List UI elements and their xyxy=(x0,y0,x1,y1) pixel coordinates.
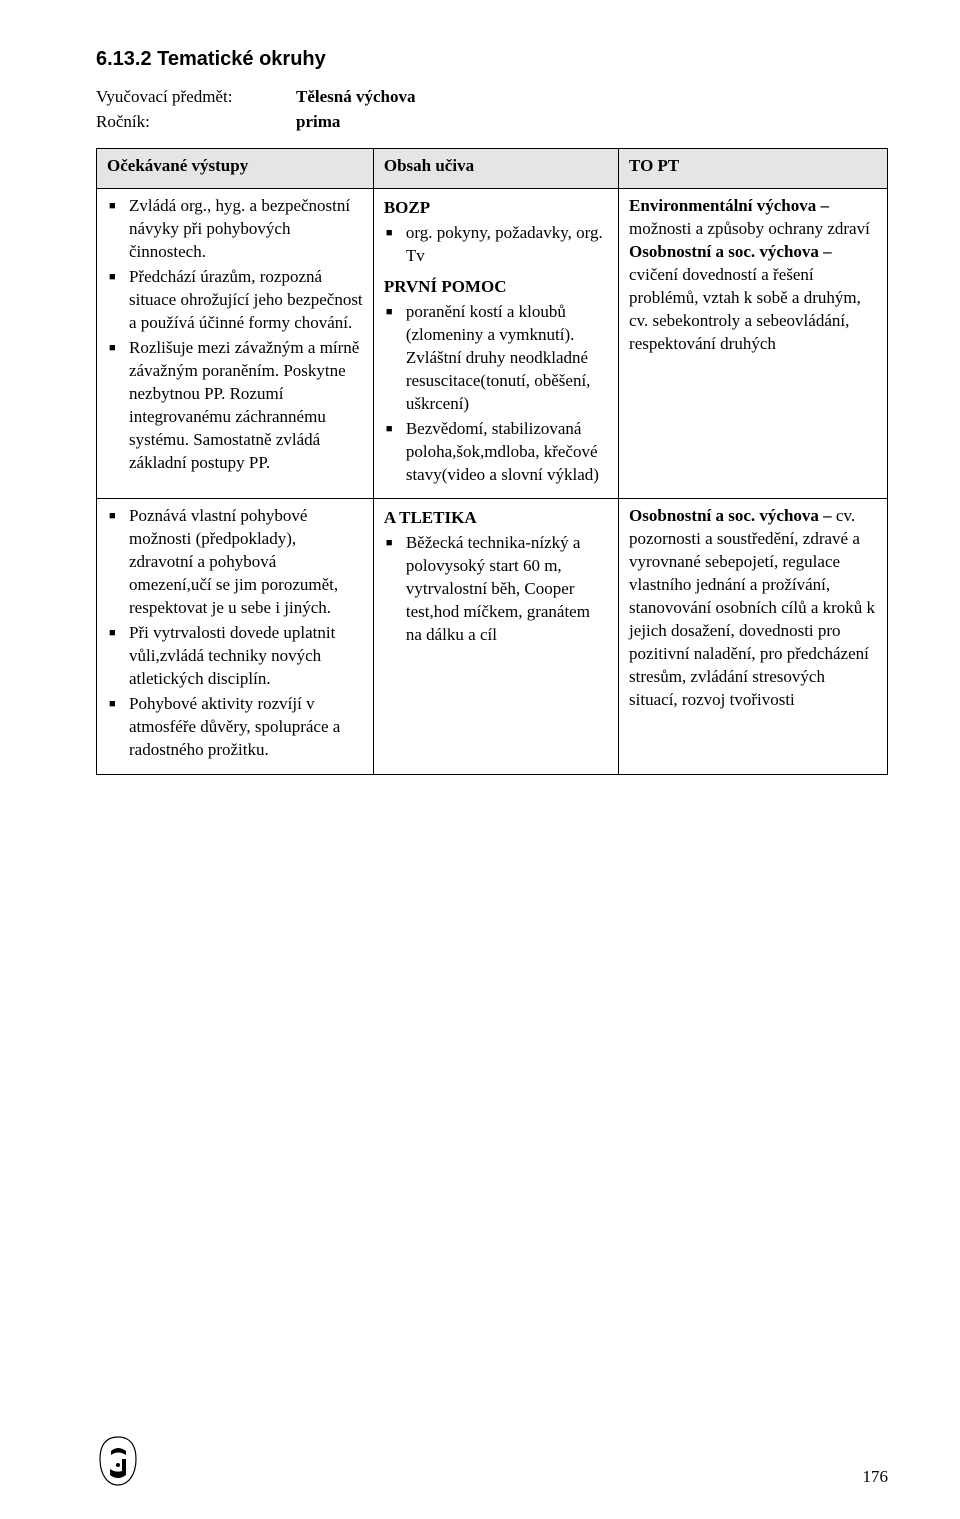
meta-value-subject: Tělesná výchova xyxy=(296,85,415,110)
list-item: Pohybové aktivity rozvíjí v atmosféře dů… xyxy=(107,693,363,762)
cell-topt: Osobnostní a soc. výchova – cv. pozornos… xyxy=(619,499,888,774)
meta-label-grade: Ročník: xyxy=(96,110,296,135)
topt-text: Osobnostní a soc. výchova – cvičení dove… xyxy=(629,242,861,353)
content-list: poranění kostí a kloubů (zlomeniny a vym… xyxy=(384,301,608,487)
content-list: org. pokyny, požadavky, org. Tv xyxy=(384,222,608,268)
content-table: Očekávané výstupy Obsah učiva TO PT Zvlá… xyxy=(96,148,888,775)
meta-label-subject: Vyučovací předmět: xyxy=(96,85,296,110)
list-item: Předchází úrazům, rozpozná situace ohrož… xyxy=(107,266,363,335)
th-topt: TO PT xyxy=(619,149,888,189)
list-item: Při vytrvalosti dovede uplatnit vůli,zvl… xyxy=(107,622,363,691)
meta-block: Vyučovací předmět: Tělesná výchova Roční… xyxy=(96,85,888,134)
table-row: Zvládá org., hyg. a bezpečnostní návyky … xyxy=(97,189,888,499)
cell-outcomes: Zvládá org., hyg. a bezpečnostní návyky … xyxy=(97,189,374,499)
cell-content: A TLETIKA Běžecká technika-nízký a polov… xyxy=(373,499,618,774)
table-header-row: Očekávané výstupy Obsah učiva TO PT xyxy=(97,149,888,189)
section-heading: 6.13.2 Tematické okruhy xyxy=(96,48,888,71)
outcomes-list: Zvládá org., hyg. a bezpečnostní návyky … xyxy=(107,195,363,474)
list-item: Běžecká technika-nízký a polovysoký star… xyxy=(384,532,608,647)
content-group-title: BOZP xyxy=(384,197,608,220)
content-group-title: A TLETIKA xyxy=(384,507,608,530)
meta-value-grade: prima xyxy=(296,110,340,135)
list-item: Poznává vlastní pohybové možnosti (předp… xyxy=(107,505,363,620)
page-footer: 176 xyxy=(96,1435,888,1487)
cell-topt: Environmentální výchova – možnosti a způ… xyxy=(619,189,888,499)
page-number: 176 xyxy=(863,1467,889,1487)
content-group-title: PRVNÍ POMOC xyxy=(384,276,608,299)
table-row: Poznává vlastní pohybové možnosti (předp… xyxy=(97,499,888,774)
meta-row-subject: Vyučovací předmět: Tělesná výchova xyxy=(96,85,888,110)
list-item: org. pokyny, požadavky, org. Tv xyxy=(384,222,608,268)
outcomes-list: Poznává vlastní pohybové možnosti (předp… xyxy=(107,505,363,761)
content-list: Běžecká technika-nízký a polovysoký star… xyxy=(384,532,608,647)
th-content: Obsah učiva xyxy=(373,149,618,189)
meta-row-grade: Ročník: prima xyxy=(96,110,888,135)
list-item: Rozlišuje mezi závažným a mírně závažným… xyxy=(107,337,363,475)
logo-icon xyxy=(96,1435,140,1487)
cell-outcomes: Poznává vlastní pohybové možnosti (předp… xyxy=(97,499,374,774)
topt-text: Osobnostní a soc. výchova – cv. pozornos… xyxy=(629,506,875,709)
page: 6.13.2 Tematické okruhy Vyučovací předmě… xyxy=(0,0,960,1519)
th-outcomes: Očekávané výstupy xyxy=(97,149,374,189)
list-item: Bezvědomí, stabilizovaná poloha,šok,mdlo… xyxy=(384,418,608,487)
topt-text: Environmentální výchova – možnosti a způ… xyxy=(629,196,870,238)
list-item: poranění kostí a kloubů (zlomeniny a vym… xyxy=(384,301,608,416)
list-item: Zvládá org., hyg. a bezpečnostní návyky … xyxy=(107,195,363,264)
cell-content: BOZP org. pokyny, požadavky, org. Tv PRV… xyxy=(373,189,618,499)
